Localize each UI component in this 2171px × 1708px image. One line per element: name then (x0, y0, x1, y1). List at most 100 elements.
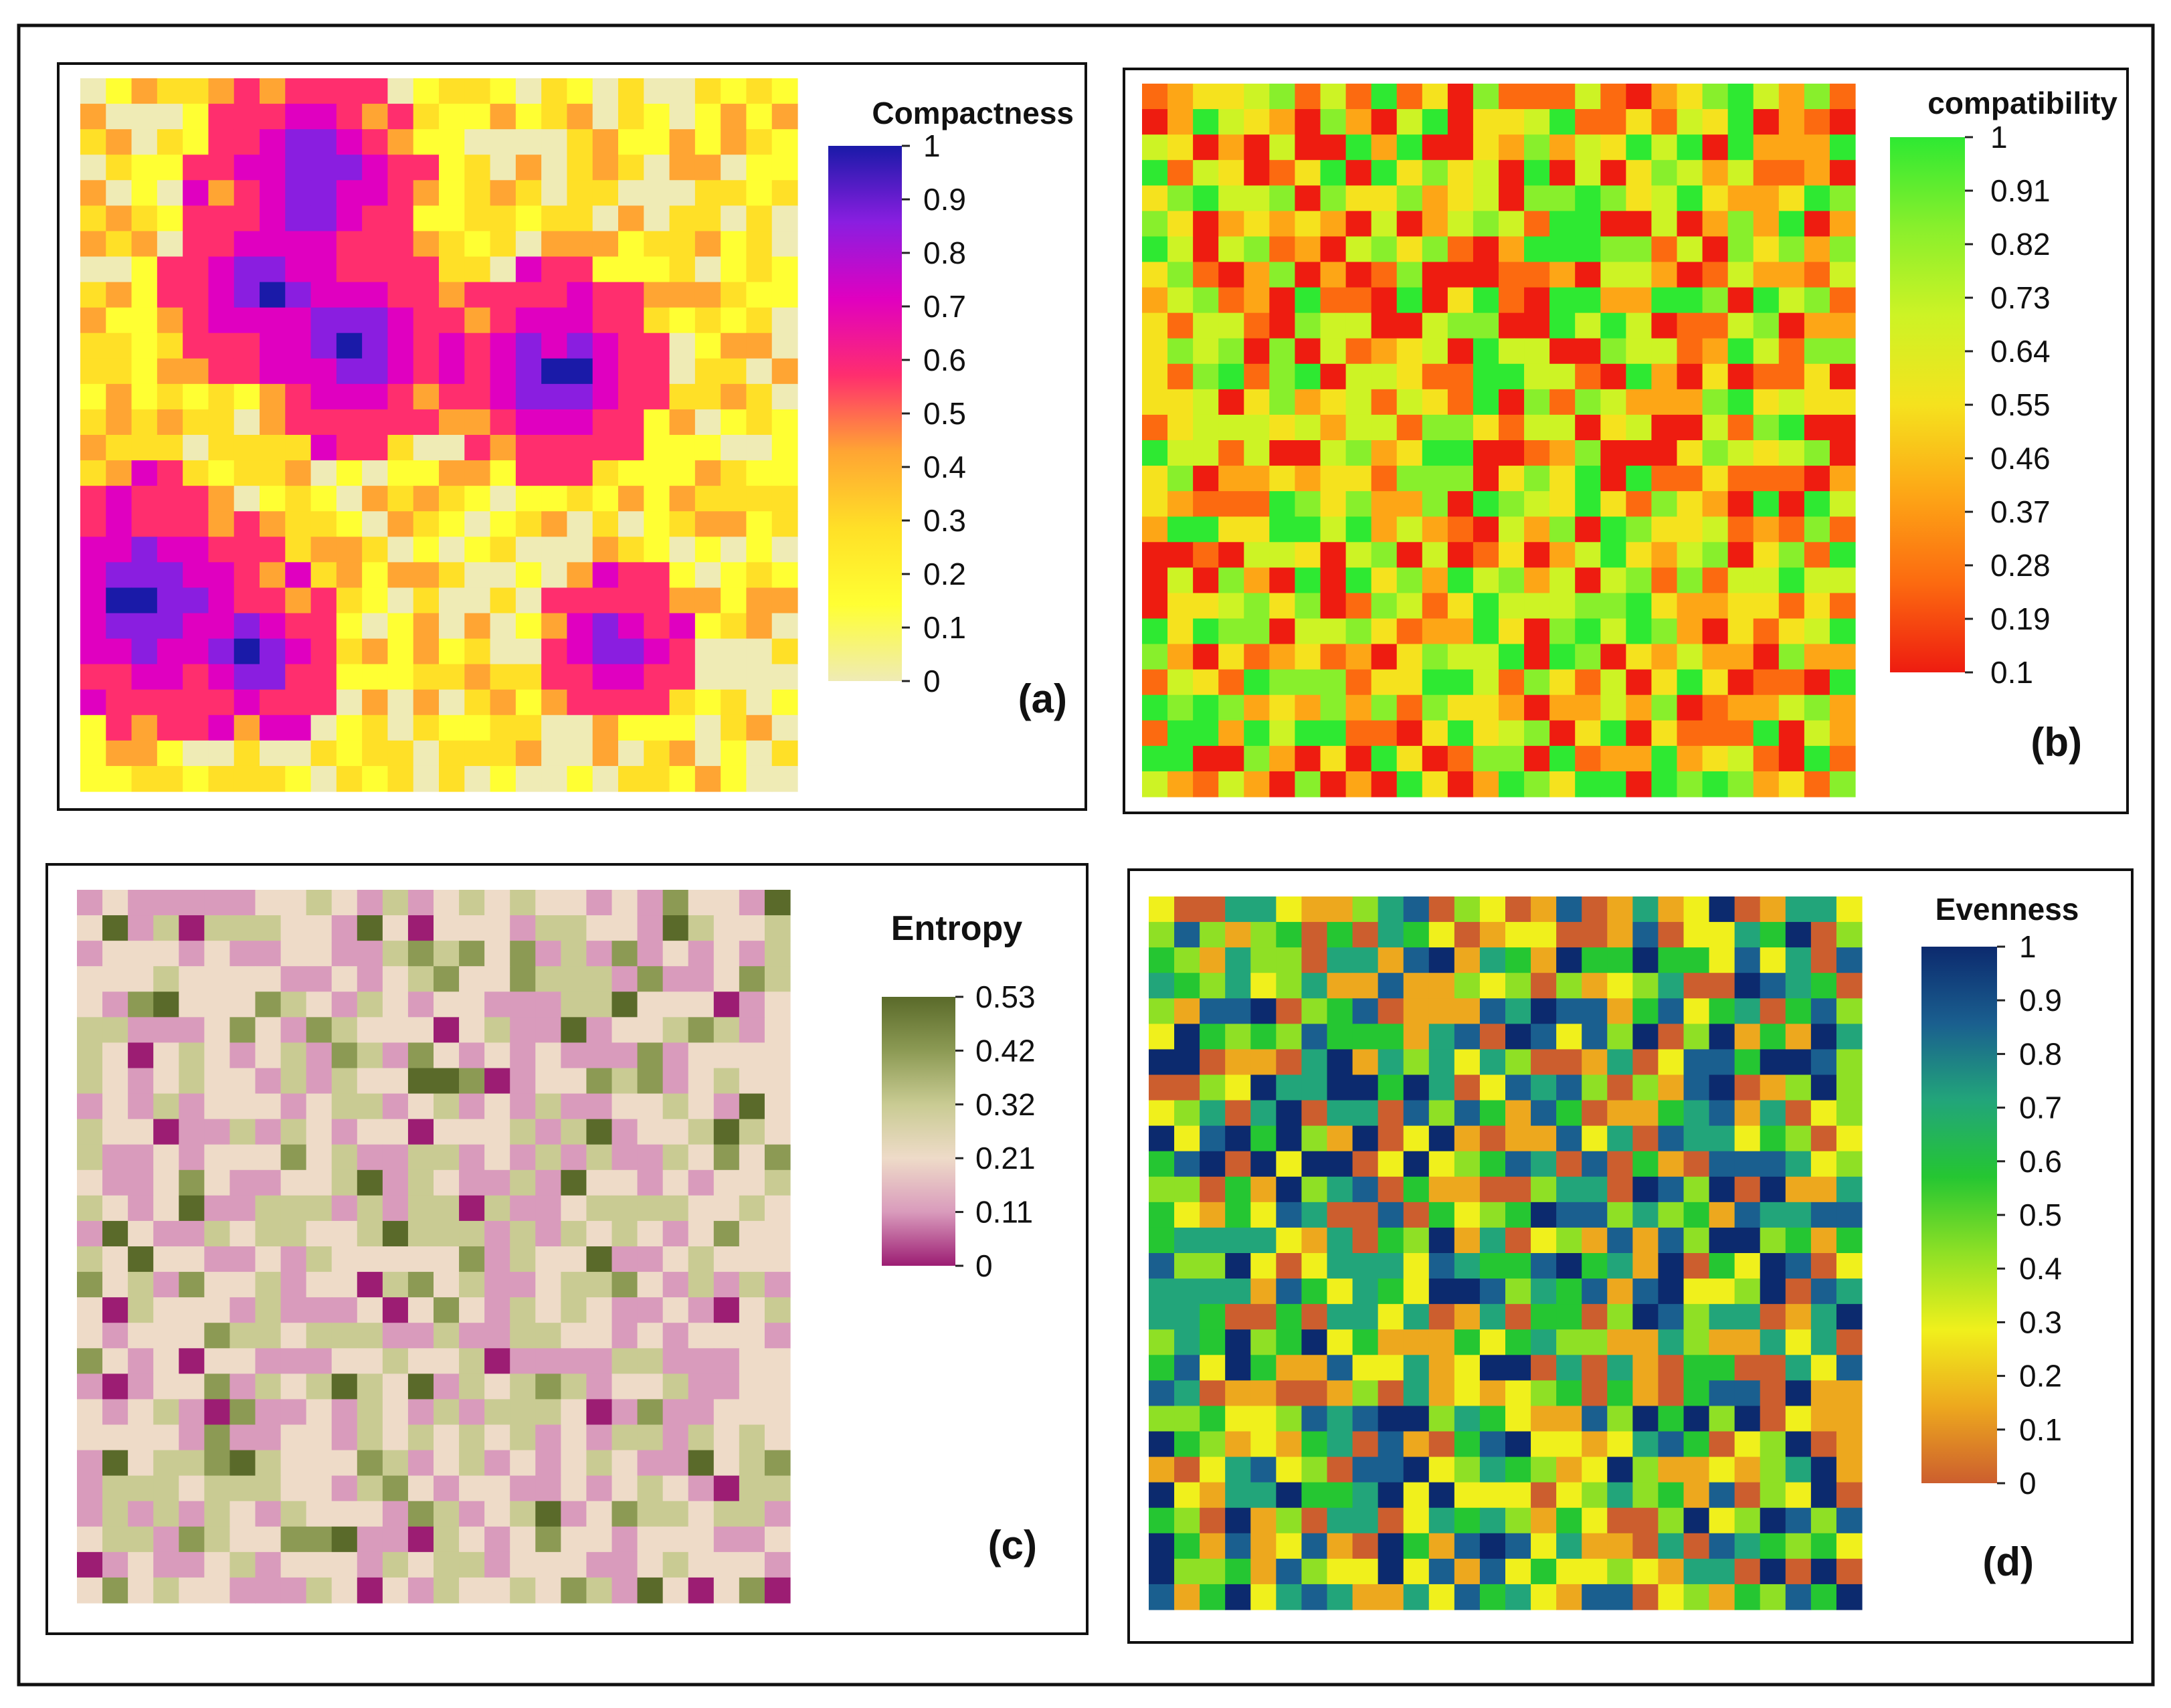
heatmap-cell (1174, 1406, 1200, 1432)
heatmap-cell (102, 1195, 128, 1222)
heatmap-cell (413, 740, 440, 767)
heatmap-cell (1371, 542, 1398, 568)
heatmap-cell (1447, 440, 1474, 466)
heatmap-cell (1345, 389, 1372, 415)
heatmap-cell (1320, 185, 1347, 211)
heatmap-cell (153, 1119, 179, 1145)
heatmap-cell (1753, 542, 1780, 568)
heatmap-cell (1600, 440, 1626, 466)
heatmap-cell (1149, 1049, 1175, 1076)
heatmap-cell (280, 966, 307, 992)
heatmap-cell (1200, 1507, 1226, 1534)
heatmap-cell (490, 715, 516, 741)
heatmap-cell (637, 1399, 664, 1426)
heatmap-cell (1709, 1380, 1735, 1407)
heatmap-cell (592, 231, 619, 258)
heatmap-cell (1829, 84, 1856, 110)
heatmap-cell (280, 1551, 307, 1578)
heatmap-cell (1499, 84, 1525, 110)
heatmap-cell (1142, 542, 1168, 568)
heatmap-cell (1142, 312, 1168, 339)
heatmap-cell (1632, 1304, 1659, 1330)
heatmap-cell (586, 1144, 613, 1171)
heatmap-cell (255, 1169, 282, 1196)
heatmap-cell (1785, 1431, 1812, 1458)
heatmap-cell (1352, 1227, 1379, 1254)
heatmap-cell (336, 180, 363, 206)
heatmap-cell (586, 1220, 613, 1247)
heatmap-cell (157, 383, 183, 410)
heatmap-cell (1225, 1431, 1251, 1458)
heatmap-cell (336, 511, 363, 537)
heatmap-cell (102, 941, 128, 967)
heatmap-cell (208, 511, 235, 537)
heatmap-cell (260, 562, 286, 589)
heatmap-cell (739, 1501, 765, 1527)
heatmap-cell (1269, 491, 1296, 517)
heatmap-cell (1505, 1227, 1531, 1254)
heatmap-cell (331, 1501, 358, 1527)
heatmap-cell (1200, 1278, 1226, 1305)
heatmap-cell (387, 129, 414, 155)
heatmap-cell (567, 435, 593, 461)
heatmap-cell (739, 1399, 765, 1426)
heatmap-cell (1683, 1100, 1710, 1127)
heatmap-cell (1804, 338, 1830, 365)
heatmap-cell (694, 486, 721, 512)
panel-d-label: (d) (1982, 1539, 2034, 1584)
heatmap-cell (255, 941, 282, 967)
heatmap-cell (260, 282, 286, 308)
heatmap-cell (1556, 1456, 1582, 1483)
heatmap-cell (1804, 84, 1830, 110)
heatmap-cell (1524, 491, 1550, 517)
heatmap-cell (1677, 694, 1703, 721)
heatmap-cell (1804, 542, 1830, 568)
heatmap-cell (439, 282, 465, 308)
heatmap-cell (1225, 1176, 1251, 1203)
heatmap-cell (669, 765, 696, 792)
heatmap-cell (153, 1068, 179, 1095)
colorbar-tick-label: 0.8 (2019, 1036, 2062, 1071)
heatmap-cell (306, 1348, 333, 1374)
heatmap-cell (1167, 720, 1194, 747)
heatmap-cell (535, 1246, 561, 1272)
heatmap-cell (407, 1093, 434, 1120)
heatmap-cell (1244, 338, 1270, 365)
heatmap-cell (592, 587, 619, 614)
heatmap-cell (80, 205, 106, 232)
heatmap-cell (1632, 1507, 1659, 1534)
heatmap-cell (131, 307, 158, 334)
heatmap-cell (1327, 1278, 1353, 1305)
heatmap-cell (567, 231, 593, 258)
heatmap-cell (128, 966, 154, 992)
heatmap-cell (459, 915, 485, 941)
heatmap-cell (131, 282, 158, 308)
heatmap-cell (128, 1220, 154, 1247)
heatmap-cell (208, 256, 235, 283)
heatmap-cell (1600, 644, 1626, 670)
heatmap-cell (1174, 1151, 1200, 1177)
heatmap-cell (434, 1042, 460, 1069)
heatmap-cell (592, 613, 619, 640)
heatmap-cell (1403, 922, 1430, 948)
heatmap-cell (1422, 185, 1448, 211)
heatmap-cell (1600, 262, 1626, 288)
heatmap-cell (618, 740, 644, 767)
heatmap-cell (1531, 947, 1557, 973)
heatmap-cell (336, 435, 363, 461)
heatmap-cell (285, 765, 312, 792)
heatmap-cell (285, 664, 312, 690)
heatmap-cell (1753, 669, 1780, 696)
heatmap-cell (179, 1042, 205, 1069)
heatmap-cell (1276, 1482, 1303, 1509)
heatmap-cell (464, 460, 491, 486)
heatmap-cell (484, 1093, 510, 1120)
heatmap-cell (1829, 185, 1856, 211)
heatmap-cell (771, 155, 798, 181)
heatmap-cell (1193, 134, 1219, 161)
heatmap-cell (357, 1220, 383, 1247)
heatmap-cell (535, 1169, 561, 1196)
heatmap-cell (1829, 160, 1856, 186)
heatmap-cell (637, 1272, 664, 1298)
heatmap-cell (1785, 1278, 1812, 1305)
